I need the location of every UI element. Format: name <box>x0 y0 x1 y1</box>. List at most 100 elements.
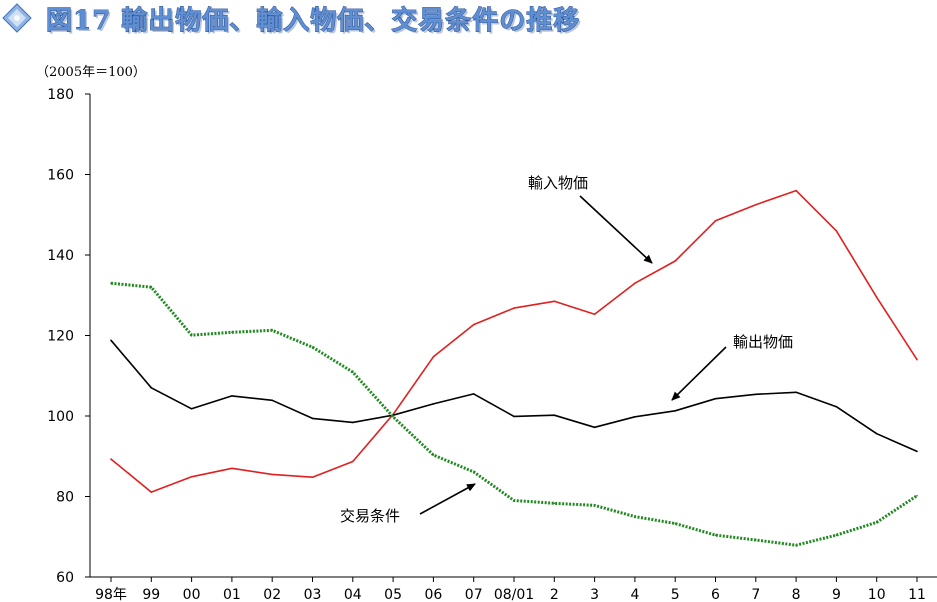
x-tick-label: 98年 <box>95 587 127 602</box>
series-0-point <box>835 230 838 232</box>
series-0-point <box>110 458 112 460</box>
series-2-point <box>634 515 636 518</box>
series-1-point <box>150 387 153 389</box>
series-0-point <box>190 475 193 478</box>
series-1-point <box>110 339 112 342</box>
annotation-arrow-1 <box>671 346 727 401</box>
series-0-point <box>916 358 918 361</box>
series-0-point <box>311 476 314 478</box>
series-0-point <box>755 203 757 206</box>
series-1-point <box>674 409 676 412</box>
series-0-point <box>714 219 717 222</box>
series-line-2 <box>110 281 918 547</box>
series-0-point <box>513 307 515 309</box>
annotation-arrow-0 <box>579 195 653 264</box>
series-2-point <box>553 502 556 505</box>
series-2-point <box>795 544 797 547</box>
y-tick-label: 60 <box>56 570 74 586</box>
x-tick-label: 02 <box>263 587 281 602</box>
series-1-point <box>311 417 314 420</box>
x-tick-label: 8 <box>792 587 801 602</box>
chart-title: 図17 輸出物価、輸入物価、交易条件の推移 <box>46 5 580 36</box>
series-2-point <box>392 416 394 418</box>
series-1-point <box>190 407 193 410</box>
series-0-point <box>271 473 274 476</box>
series-0-point <box>795 189 797 192</box>
x-tick-label: 06 <box>424 587 442 602</box>
series-2-point <box>755 539 757 541</box>
annotation-label-2: 交易条件 <box>340 507 400 525</box>
series-2-point <box>472 471 475 473</box>
series-1-point <box>513 415 515 418</box>
x-tick-label: 10 <box>868 587 886 602</box>
series-0-point <box>150 491 153 493</box>
series-1-point <box>231 395 233 397</box>
series-2-point <box>231 331 233 334</box>
series-0-point <box>553 300 556 303</box>
series-2-point <box>593 504 596 507</box>
series-1-point <box>271 399 274 402</box>
series-1-point <box>875 432 878 435</box>
series-2-point <box>916 494 918 497</box>
series-1-point <box>916 450 918 453</box>
y-tick-label: 120 <box>47 329 74 345</box>
x-tick-label: 11 <box>908 587 926 602</box>
x-tick-label: 01 <box>223 587 241 602</box>
series-layer <box>110 189 918 547</box>
y-tick-label: 100 <box>47 409 74 425</box>
series-0-point <box>875 296 878 299</box>
series-2-point <box>513 499 515 502</box>
x-tick-label: 6 <box>711 587 720 602</box>
series-2-point <box>674 522 676 525</box>
series-1-point <box>472 393 475 395</box>
x-tick-label: 99 <box>142 587 160 602</box>
y-tick-label: 160 <box>47 168 74 184</box>
x-tick-label: 9 <box>832 587 841 602</box>
x-tick-label: 5 <box>671 587 680 602</box>
series-1-point <box>795 391 797 394</box>
annotation-arrow-2 <box>419 483 476 515</box>
series-0-point <box>472 323 475 326</box>
series-1-point <box>714 397 717 400</box>
y-tick-label: 180 <box>47 87 74 103</box>
series-1-point <box>553 414 556 416</box>
x-tick-label: 04 <box>344 587 362 602</box>
series-2-point <box>352 371 354 373</box>
series-1-point <box>634 416 636 418</box>
series-0-point <box>352 460 354 463</box>
series-line-0 <box>110 189 918 493</box>
series-1-point <box>755 393 757 396</box>
series-0-point <box>231 467 233 470</box>
series-1-point <box>593 426 596 429</box>
x-tick-label: 7 <box>751 587 760 602</box>
series-0-point <box>634 282 636 284</box>
series-2-point <box>271 329 274 332</box>
annotation-label-1: 輸出物価 <box>733 333 793 351</box>
series-2-point <box>150 286 153 289</box>
series-2-point <box>190 334 193 336</box>
series-0-point <box>432 356 435 358</box>
series-2-point <box>110 282 112 284</box>
x-tick-label: 05 <box>384 587 402 602</box>
series-2-point <box>432 454 435 456</box>
series-2-point <box>311 346 314 348</box>
series-2-point <box>875 521 878 524</box>
y-tick-label: 80 <box>56 490 74 506</box>
x-tick-label: 4 <box>630 587 639 602</box>
title-diamond-icon <box>2 3 32 33</box>
x-tick-label: 08/01 <box>494 587 534 602</box>
series-1-point <box>835 405 838 408</box>
x-tick-label: 2 <box>550 587 559 602</box>
annotation-label-0: 輸入物価 <box>528 174 588 192</box>
x-tick-label: 07 <box>465 587 483 602</box>
series-1-point <box>432 403 435 405</box>
series-0-point <box>593 313 596 315</box>
y-unit-label: （2005年＝100） <box>36 65 146 80</box>
series-2-point <box>714 534 717 536</box>
x-tick-label: 00 <box>183 587 201 602</box>
chart-title-shadow: 図17 輸出物価、輸入物価、交易条件の推移 <box>48 7 582 38</box>
y-tick-label: 140 <box>47 248 74 264</box>
series-2-point <box>835 534 838 536</box>
series-0-point <box>674 260 676 262</box>
